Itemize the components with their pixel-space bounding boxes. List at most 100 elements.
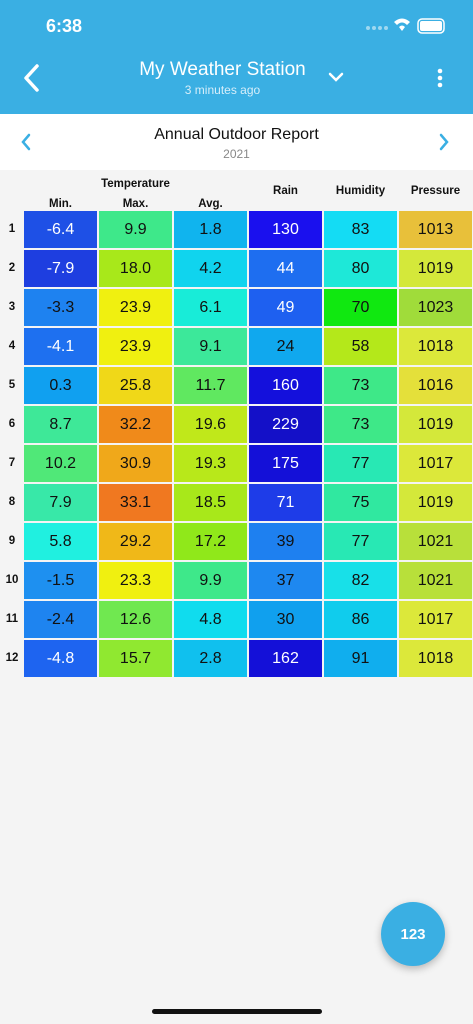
row-label: 9 [8,535,16,547]
row-label: 5 [8,379,16,391]
table-cell: 77 [324,445,397,482]
table-cell: 44 [249,250,322,287]
header-title[interactable]: My Weather Station [139,59,306,80]
status-time: 6:38 [46,16,83,36]
row-label: 6 [8,418,16,430]
table-cell: 11.7 [174,367,247,404]
table-cell: 30.9 [99,445,172,482]
table-cell: 162 [249,640,322,677]
table-cell: 1023 [399,289,472,326]
table-cell: 9.9 [99,211,172,248]
dropdown-icon[interactable] [326,70,346,86]
table-cell: 229 [249,406,322,443]
table-cell: 23.9 [99,328,172,365]
table-cell: 19.3 [174,445,247,482]
table-cell: 33.1 [99,484,172,521]
table-cell: 49 [249,289,322,326]
table-cell: -4.1 [24,328,97,365]
table-cell: 4.2 [174,250,247,287]
table-cell: 17.2 [174,523,247,560]
table-cell: 73 [324,367,397,404]
back-button[interactable] [20,62,44,96]
table-cell: 58 [324,328,397,365]
fab-button[interactable]: 123 [381,902,445,966]
table-cell: 8.7 [24,406,97,443]
table-cell: -1.5 [24,562,97,599]
table-cell: 1019 [399,250,472,287]
table-cell: 1018 [399,328,472,365]
table-cell: 9.9 [174,562,247,599]
table-cell: 5.8 [24,523,97,560]
table-cell: 1.8 [174,211,247,248]
table-cell: 18.5 [174,484,247,521]
row-label: 11 [5,613,19,625]
report-title: Annual Outdoor Report [154,126,319,143]
row-label: 12 [5,652,19,664]
table-cell: 25.8 [99,367,172,404]
table-cell: -4.8 [24,640,97,677]
table-cell: 1013 [399,211,472,248]
table-cell: 1016 [399,367,472,404]
table-cell: 30 [249,601,322,638]
table-cell: 77 [324,523,397,560]
status-icons [366,18,445,34]
prev-button[interactable] [18,132,34,152]
row-label: 3 [8,301,16,313]
table-cell: 19.6 [174,406,247,443]
next-button[interactable] [436,132,452,152]
header-subtitle: 3 minutes ago [184,83,261,97]
table-cell: 1019 [399,406,472,443]
table-cell: 39 [249,523,322,560]
top-bar: 6:38 My Weather Station 3 minutes ago [0,0,473,114]
table-cell: 73 [324,406,397,443]
report-year: 2021 [223,147,250,161]
table-cell: 24 [249,328,322,365]
table-cell: 1017 [399,445,472,482]
table-cell: 175 [249,445,322,482]
table-cell: 86 [324,601,397,638]
table-cell: 82 [324,562,397,599]
table-cell: 37 [249,562,322,599]
data-table: Temperature Min. Max. Avg. Rain Humidity Press… [0,170,473,690]
column-header: Max. [122,198,149,210]
table-cell: -2.4 [24,601,97,638]
table-cell: 71 [249,484,322,521]
table-cell: 1017 [399,601,472,638]
table-cell: -7.9 [24,250,97,287]
table-cell: 2.8 [174,640,247,677]
table-cell: 23.9 [99,289,172,326]
table-cell: 12.6 [99,601,172,638]
table-cell: 80 [324,250,397,287]
table-cell: 29.2 [99,523,172,560]
table-cell: 15.7 [99,640,172,677]
table-cell: 1021 [399,523,472,560]
table-cell: 6.1 [174,289,247,326]
table-cell: 7.9 [24,484,97,521]
row-label: 8 [8,496,16,508]
table-cell: 160 [249,367,322,404]
table-cell: 18.0 [99,250,172,287]
table-cell: 10.2 [24,445,97,482]
column-header: Rain [273,185,298,197]
table-cell: 0.3 [24,367,97,404]
table-cell: 9.1 [174,328,247,365]
table-cell: -3.3 [24,289,97,326]
table-cell: 32.2 [99,406,172,443]
column-header: Pressure [410,185,461,197]
table-cell: 1021 [399,562,472,599]
row-label: 2 [8,262,16,274]
column-header: Humidity [335,185,386,197]
table-cell: 83 [324,211,397,248]
table-cell: -6.4 [24,211,97,248]
table-cell: 23.3 [99,562,172,599]
column-header: Avg. [198,198,223,210]
row-label: 10 [5,574,19,586]
table-cell: 130 [249,211,322,248]
report-bar: Annual Outdoor Report 2021 [0,114,473,170]
row-label: 4 [8,340,16,352]
home-indicator [152,1009,322,1014]
table-cell: 4.8 [174,601,247,638]
table-cell: 91 [324,640,397,677]
menu-icon[interactable] [432,66,448,92]
